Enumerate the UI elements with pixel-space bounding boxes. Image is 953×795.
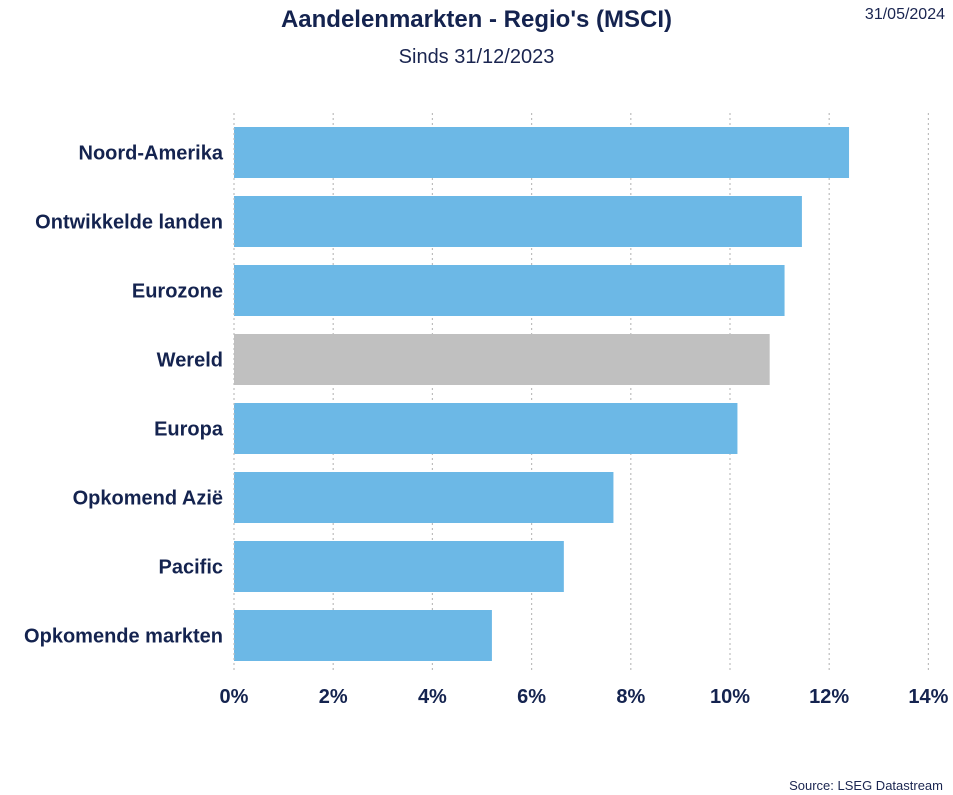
- chart-title: Aandelenmarkten - Regio's (MSCI): [280, 6, 673, 33]
- bar: [234, 403, 738, 454]
- category-label: Wereld: [157, 350, 223, 372]
- bar: [234, 610, 492, 661]
- bar: [234, 472, 614, 523]
- bar: [234, 541, 564, 592]
- chart-subtitle: Sinds 31/12/2023: [398, 46, 555, 68]
- source-note: Source: LSEG Datastream: [789, 778, 943, 793]
- category-label: Ontwikkelde landen: [35, 212, 223, 234]
- bar: [234, 265, 785, 316]
- x-tick-label: 8%: [616, 686, 645, 708]
- bar-chart: Noord-Amerika Ontwikkelde landen Eurozone W…: [24, 113, 949, 708]
- x-tick-label: 6%: [517, 686, 546, 708]
- category-label: Europa: [154, 419, 224, 441]
- bar: [234, 196, 802, 247]
- bar: [234, 127, 850, 178]
- category-label: Noord-Amerika: [79, 143, 224, 165]
- x-tick-label: 4%: [418, 686, 447, 708]
- x-tick-label: 0%: [220, 686, 249, 708]
- report-date: 31/05/2024: [864, 6, 945, 23]
- x-tick-label: 14%: [908, 686, 948, 708]
- category-label: Pacific: [159, 557, 223, 579]
- x-tick-label: 2%: [319, 686, 348, 708]
- bar: [234, 334, 770, 385]
- category-label: Opkomend Azië: [73, 488, 223, 510]
- category-label: Eurozone: [132, 281, 223, 303]
- x-tick-label: 10%: [710, 686, 750, 708]
- category-label: Opkomende markten: [24, 626, 223, 648]
- x-tick-label: 12%: [809, 686, 849, 708]
